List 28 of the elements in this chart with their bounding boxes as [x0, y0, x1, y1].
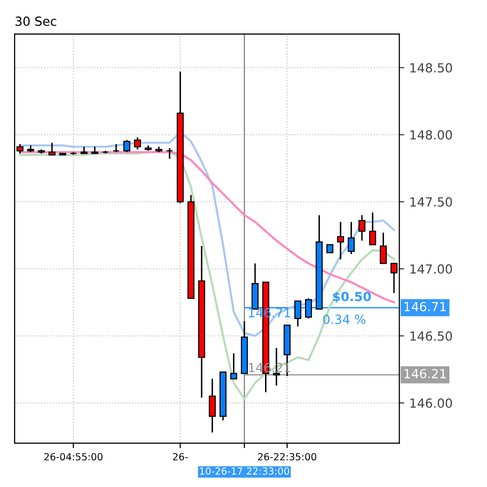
ref-line-label: 146.71 — [404, 302, 446, 312]
x-tick-label: 26- — [173, 453, 188, 460]
candlestick — [348, 221, 355, 255]
ref-line-label: 146.21 — [404, 368, 446, 378]
y-tick-label: 148.00 — [410, 130, 452, 140]
y-tick-label: 146.00 — [410, 398, 452, 408]
candlestick — [166, 147, 174, 160]
candlestick — [337, 221, 344, 260]
candlestick — [123, 139, 130, 153]
annotation: $0.50 — [332, 292, 371, 303]
candlestick — [380, 232, 387, 264]
x-tick-label: 26-22:35:00 — [258, 453, 316, 460]
candlestick — [230, 352, 238, 380]
y-tick-label: 147.00 — [410, 264, 452, 274]
chart-title: 30 Sec — [16, 16, 56, 26]
candlestick — [134, 136, 142, 150]
x-tick-label: 26-04:55:00 — [44, 453, 103, 460]
candlestick — [48, 142, 56, 156]
candlestick — [358, 214, 366, 242]
candlestick — [294, 300, 302, 328]
candlestick — [208, 378, 216, 434]
y-tick-label: 147.50 — [410, 197, 452, 207]
candlestick — [369, 212, 376, 246]
x-tick-label: 10-26-17 22:33:00 — [200, 467, 290, 475]
candlestick — [305, 298, 312, 320]
annotation: 0.34 % — [323, 314, 366, 324]
y-tick-label: 146.50 — [410, 331, 452, 341]
y-tick-label: 148.50 — [410, 63, 452, 73]
